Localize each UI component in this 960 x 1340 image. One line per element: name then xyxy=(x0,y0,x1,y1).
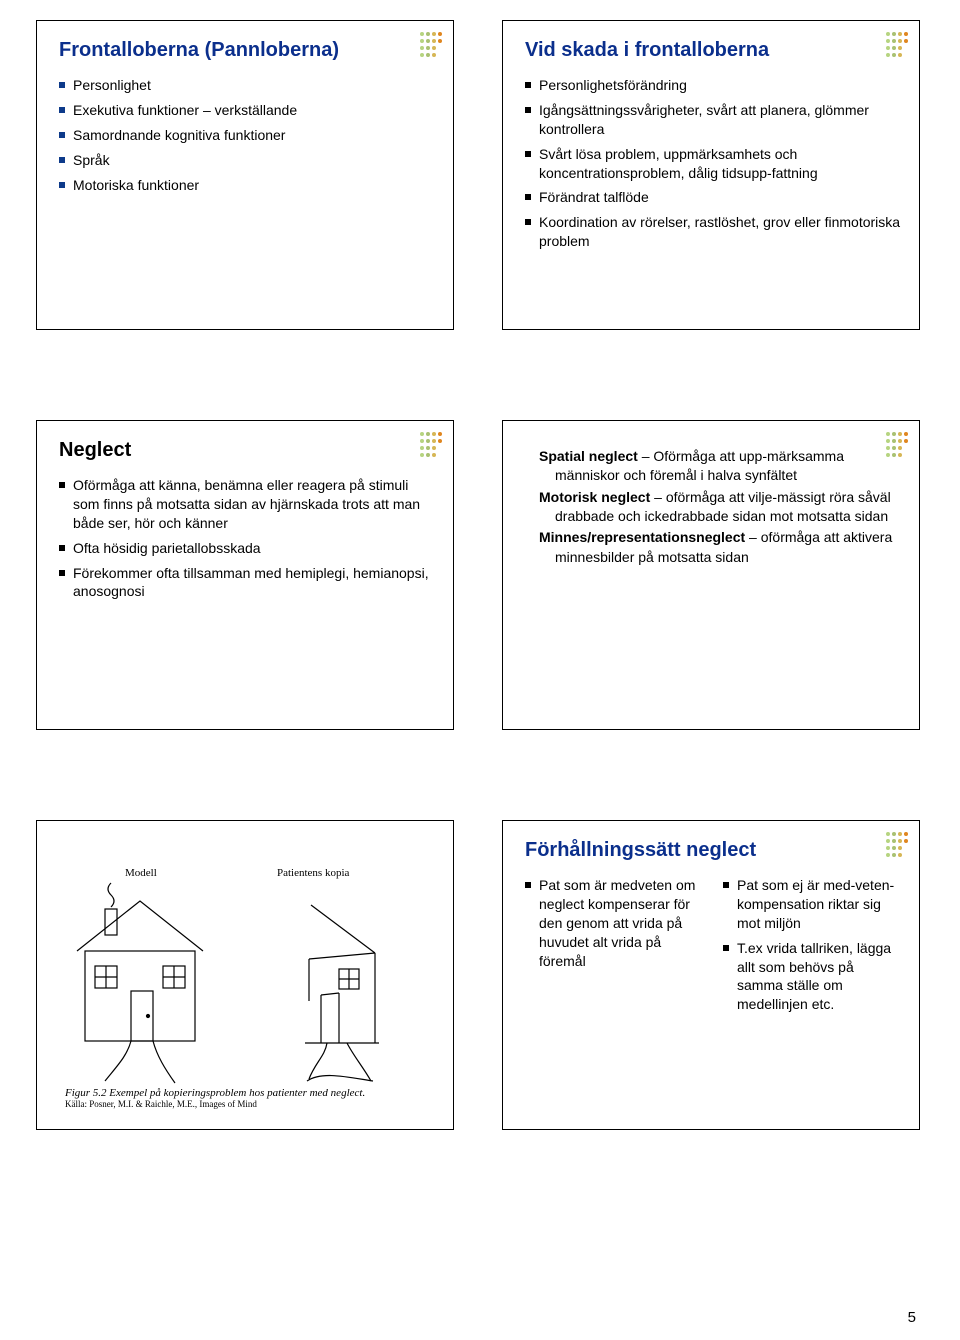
logo-icon xyxy=(885,429,909,460)
slide-title: Neglect xyxy=(59,439,435,462)
bullet-list-right: Pat som ej är med-veten- kompensation ri… xyxy=(723,876,901,1014)
list-item: Förändrat talflöde xyxy=(525,188,901,207)
logo-icon xyxy=(419,429,443,460)
list-item: Samordnande kognitiva funktioner xyxy=(59,126,435,145)
caption-line: Figur 5.2 Exempel på kopieringsproblem h… xyxy=(65,1087,365,1099)
slide-title: Förhållningssätt neglect xyxy=(525,839,901,862)
list-item: Motoriska funktioner xyxy=(59,176,435,195)
figure-caption: Figur 5.2 Exempel på kopieringsproblem h… xyxy=(65,1087,365,1109)
bullet-list-left: Pat som är medveten om neglect kompenser… xyxy=(525,876,703,970)
list-item: Ofta hösidig parietallobsskada xyxy=(59,539,435,558)
bullet-list: Oförmåga att känna, benämna eller reager… xyxy=(59,476,435,601)
logo-icon xyxy=(885,29,909,60)
logo-icon xyxy=(419,29,443,60)
slide-neglect: Neglect Oförmåga att känna, benämna elle… xyxy=(36,420,458,730)
list-item: T.ex vrida tallriken, lägga allt som beh… xyxy=(723,939,901,1015)
bullet-list: Personlighet Exekutiva funktioner – verk… xyxy=(59,76,435,194)
list-item: Pat som är medveten om neglect kompenser… xyxy=(525,876,703,970)
list-item: Pat som ej är med-veten- kompensation ri… xyxy=(723,876,901,933)
logo-icon xyxy=(885,829,909,860)
list-item: Koordination av rörelser, rastlöshet, gr… xyxy=(525,213,901,251)
slide-neglect-types: Spatial neglect – Oförmåga att upp-märks… xyxy=(502,420,924,730)
slide-house-figure: Modell Patientens kopia xyxy=(36,820,458,1130)
slide-title: Frontalloberna (Pannloberna) xyxy=(59,39,435,62)
slide-forhallningssatt: Förhållningssätt neglect Pat som är medv… xyxy=(502,820,924,1130)
neglect-term: Minnes/representationsneglect xyxy=(539,529,745,545)
list-item: Oförmåga att känna, benämna eller reager… xyxy=(59,476,435,533)
house-drawing-icon xyxy=(47,831,447,1111)
list-item: Svårt lösa problem, uppmärksamhets och k… xyxy=(525,145,901,183)
slide-vid-skada: Vid skada i frontalloberna Personlighets… xyxy=(502,20,924,330)
page-number: 5 xyxy=(908,1309,916,1326)
neglect-term: Spatial neglect xyxy=(539,448,638,464)
list-item: Förekommer ofta tillsamman med hemiplegi… xyxy=(59,564,435,602)
slide-title: Vid skada i frontalloberna xyxy=(525,39,901,62)
list-item: Språk xyxy=(59,151,435,170)
neglect-term: Motorisk neglect xyxy=(539,489,650,505)
slide-frontalloberna: Frontalloberna (Pannloberna) Personlighe… xyxy=(36,20,458,330)
caption-source: Källa: Posner, M.I. & Raichle, M.E., Ima… xyxy=(65,1099,365,1109)
list-item: Personlighetsförändring xyxy=(525,76,901,95)
bullet-list: Personlighetsförändring Igångsättningssv… xyxy=(525,76,901,251)
rich-text: Spatial neglect – Oförmåga att upp-märks… xyxy=(525,439,901,567)
list-item: Exekutiva funktioner – verkställande xyxy=(59,101,435,120)
list-item: Igångsättningssvårigheter, svårt att pla… xyxy=(525,101,901,139)
list-item: Personlighet xyxy=(59,76,435,95)
